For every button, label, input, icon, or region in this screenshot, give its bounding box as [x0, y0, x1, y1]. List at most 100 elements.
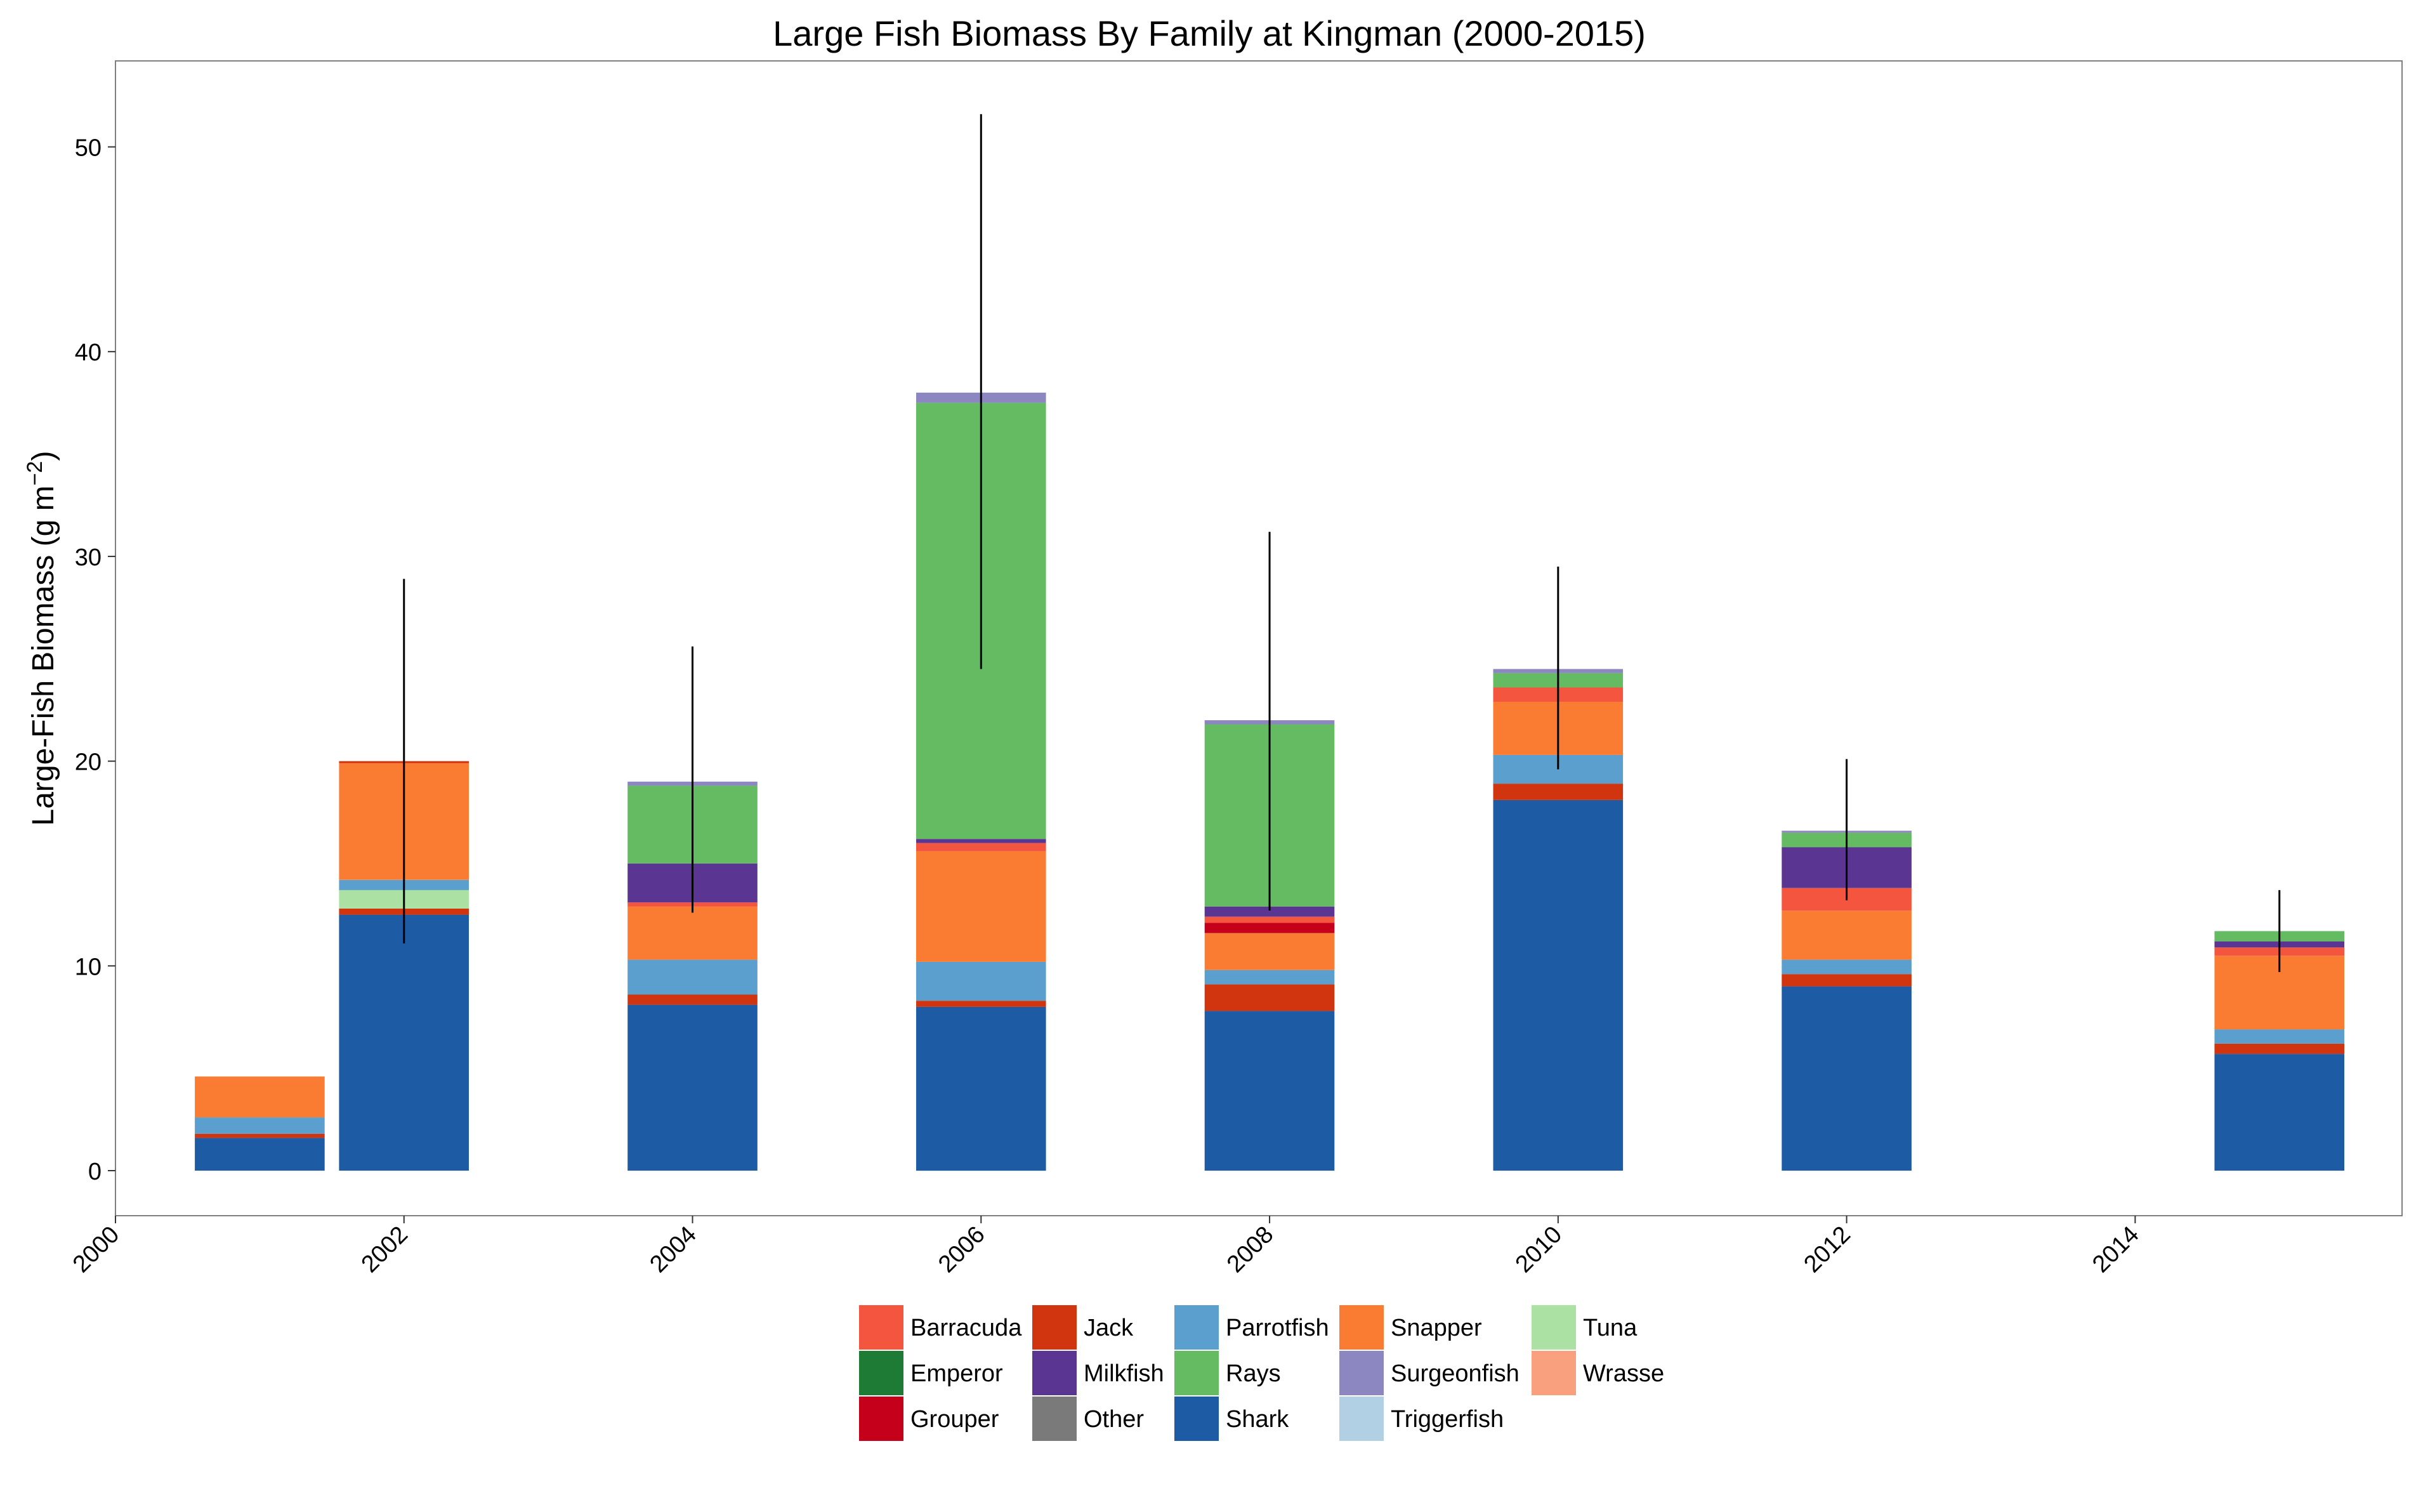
bar-segment-shark [1204, 1011, 1335, 1171]
y-axis-label-text: Large-Fish Biomass (g m [27, 485, 60, 825]
y-axis: 0 10 20 30 40 50 [75, 135, 115, 1185]
bar-segment-snapper [916, 851, 1046, 962]
bar-segment-jack [1493, 784, 1624, 800]
legend-item-barracuda: Barracuda [858, 1304, 1022, 1351]
legend-item-wrasse: Wrasse [1530, 1350, 1664, 1397]
bar-segment-shark [2214, 1054, 2344, 1171]
x-tick-label: 2008 [1222, 1221, 1278, 1278]
x-tick-label: 2010 [1511, 1221, 1567, 1278]
bar-segment-snapper [1204, 933, 1335, 970]
bar-segment-shark [627, 1004, 758, 1171]
legend-item-emperor: Emperor [858, 1350, 1003, 1397]
y-axis-label-superscript: −2 [23, 461, 47, 486]
bar-segment-snapper [195, 1076, 325, 1118]
y-axis-label: Large-Fish Biomass (g m−2) [23, 451, 60, 826]
legend-item-triggerfish: Triggerfish [1338, 1395, 1504, 1442]
bar-segment-parrotfish [1204, 970, 1335, 985]
bar-segment-shark [339, 914, 469, 1171]
legend-swatch [858, 1395, 905, 1442]
bar-segment-grouper [1204, 923, 1335, 933]
legend: Barracuda Emperor Grouper Jack Milkfish Other… [858, 1304, 1664, 1442]
x-tick-label: 2012 [1799, 1221, 1855, 1278]
y-tick-label: 40 [75, 339, 102, 366]
bar-segment-parrotfish [627, 959, 758, 995]
x-tick-label: 2006 [933, 1221, 990, 1278]
bar-segment-barracuda [916, 843, 1046, 851]
legend-item-rays: Rays [1173, 1350, 1281, 1397]
bar-segment-jack [195, 1133, 325, 1138]
bar-segment-shark [1782, 986, 1912, 1171]
legend-item-parrotfish: Parrotfish [1173, 1304, 1329, 1351]
legend-item-surgeonfish: Surgeonfish [1338, 1350, 1520, 1397]
y-tick-label: 0 [88, 1159, 102, 1185]
bar-segment-parrotfish [1782, 959, 1912, 975]
legend-label: Triggerfish [1391, 1406, 1504, 1433]
x-tick-label: 2000 [68, 1221, 124, 1278]
legend-item-milkfish: Milkfish [1031, 1350, 1164, 1397]
x-tick-label: 2002 [357, 1221, 413, 1278]
bar-segment-milkfish [916, 839, 1046, 843]
y-axis-label-suffix: ) [27, 451, 60, 461]
error-bars-layer [403, 114, 2281, 972]
legend-item-other: Other [1031, 1395, 1144, 1442]
legend-swatch [1530, 1350, 1577, 1397]
bar-segment-shark [1493, 799, 1624, 1171]
legend-label: Emperor [910, 1360, 1003, 1387]
legend-swatch [1338, 1304, 1385, 1351]
bar-segment-parrotfish [195, 1117, 325, 1134]
plot-panel-border [115, 60, 2403, 1216]
bar-segment-shark [195, 1138, 325, 1171]
y-tick-label: 50 [75, 135, 102, 162]
legend-item-shark: Shark [1173, 1395, 1289, 1442]
x-tick-label: 2014 [2087, 1221, 2144, 1278]
y-tick-label: 30 [75, 544, 102, 571]
legend-swatch [1031, 1350, 1078, 1397]
legend-label: Grouper [910, 1406, 999, 1433]
legend-swatch [858, 1304, 905, 1351]
legend-swatch [1173, 1350, 1220, 1397]
legend-label: Wrasse [1583, 1360, 1664, 1387]
legend-item-jack: Jack [1031, 1304, 1134, 1351]
legend-swatch [1338, 1350, 1385, 1397]
bar-segment-parrotfish [916, 961, 1046, 1001]
legend-label: Barracuda [910, 1315, 1022, 1341]
bar-segment-jack [1782, 974, 1912, 987]
legend-label: Snapper [1391, 1315, 1482, 1341]
x-axis: 2000 2002 2004 2006 2008 2010 2012 2014 [68, 1216, 2144, 1278]
y-tick-label: 10 [75, 954, 102, 980]
bar-2001 [195, 1076, 325, 1171]
legend-label: Shark [1226, 1406, 1289, 1433]
bar-segment-shark [916, 1006, 1046, 1171]
bar-segment-jack [2214, 1043, 2344, 1054]
legend-swatch [1031, 1395, 1078, 1442]
legend-swatch [1031, 1304, 1078, 1351]
legend-swatch [1530, 1304, 1577, 1351]
legend-label: Jack [1084, 1315, 1134, 1341]
legend-swatch [858, 1350, 905, 1397]
legend-label: Rays [1226, 1360, 1281, 1387]
legend-label: Other [1084, 1406, 1144, 1433]
bar-segment-jack [1204, 984, 1335, 1011]
chart-title: Large Fish Biomass By Family at Kingman … [773, 13, 1646, 53]
legend-label: Tuna [1583, 1315, 1638, 1341]
y-tick-label: 20 [75, 749, 102, 776]
x-tick-label: 2004 [645, 1221, 701, 1278]
legend-label: Surgeonfish [1391, 1360, 1520, 1387]
bar-segment-milkfish [1204, 906, 1335, 917]
legend-swatch [1173, 1395, 1220, 1442]
bar-segment-jack [627, 994, 758, 1005]
bar-segment-snapper [1782, 910, 1912, 960]
legend-label: Parrotfish [1226, 1315, 1329, 1341]
legend-swatch [1173, 1304, 1220, 1351]
bar-segment-jack [916, 1001, 1046, 1007]
bar-segment-barracuda [1204, 916, 1335, 923]
legend-swatch [1338, 1395, 1385, 1442]
legend-label: Milkfish [1084, 1360, 1164, 1387]
legend-item-tuna: Tuna [1530, 1304, 1638, 1351]
legend-item-grouper: Grouper [858, 1395, 999, 1442]
legend-item-snapper: Snapper [1338, 1304, 1482, 1351]
bar-segment-parrotfish [2214, 1029, 2344, 1044]
bar-segment-snapper [627, 906, 758, 960]
